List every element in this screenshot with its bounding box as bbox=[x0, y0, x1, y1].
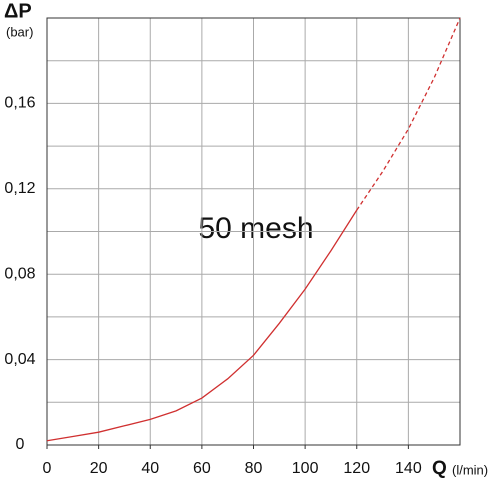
x-tick-label: 40 bbox=[141, 460, 159, 477]
x-tick-label: 20 bbox=[90, 460, 108, 477]
annotation: 50 mesh bbox=[198, 212, 313, 245]
x-tick-label: 140 bbox=[395, 460, 422, 477]
x-axis-label: Q bbox=[432, 458, 447, 479]
y-tick-label: 0,12 bbox=[4, 180, 35, 197]
y-tick-label: 0,16 bbox=[4, 95, 35, 112]
y-tick-label: 0,04 bbox=[4, 351, 35, 368]
plot-frame bbox=[46, 17, 461, 446]
x-tick-label: 120 bbox=[343, 460, 370, 477]
y-axis-unit: (bar) bbox=[6, 24, 33, 39]
curve bbox=[46, 209, 358, 442]
x-tick-label: 60 bbox=[193, 460, 211, 477]
x-tick-label: 100 bbox=[292, 460, 319, 477]
x-axis-unit: (l/min) bbox=[452, 462, 488, 477]
x-tick-label: 0 bbox=[43, 460, 52, 477]
y-axis-label: ΔP bbox=[4, 0, 32, 22]
y-tick-label: 0,08 bbox=[4, 265, 35, 282]
x-tick-label: 80 bbox=[245, 460, 263, 477]
y-tick-label: 0 bbox=[16, 436, 25, 453]
curve bbox=[356, 17, 461, 211]
